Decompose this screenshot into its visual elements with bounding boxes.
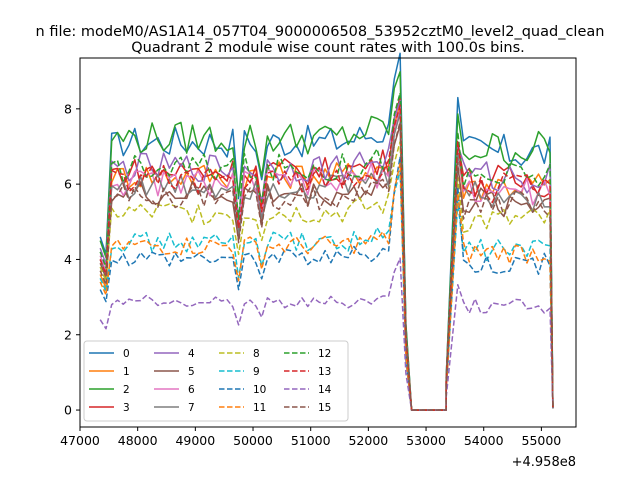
- series-line-10: [99, 155, 554, 411]
- legend-label-7: 7: [188, 402, 195, 414]
- y-tick-label: 6: [64, 177, 72, 192]
- series-line-14: [99, 257, 554, 411]
- legend-label-14: 14: [318, 384, 332, 396]
- legend-box: [83, 340, 349, 422]
- y-tick-label: 2: [64, 327, 72, 342]
- series-line-15: [99, 121, 554, 411]
- series-line-2: [99, 71, 554, 411]
- legend-label-10: 10: [253, 384, 266, 396]
- x-tick-label: 53000: [406, 433, 446, 448]
- chart-title: Quadrant 2 module wise count rates with …: [131, 40, 525, 56]
- legend-label-13: 13: [318, 366, 331, 378]
- legend-label-6: 6: [188, 384, 195, 396]
- x-tick-label: 50000: [233, 433, 273, 448]
- y-tick-label: 8: [64, 101, 72, 116]
- x-tick-label: 49000: [175, 433, 215, 448]
- x-tick-label: 47000: [60, 433, 100, 448]
- legend-label-12: 12: [318, 348, 331, 360]
- x-axis: 47000 48000 49000 50000 51000 52000 53000 54000…: [60, 427, 561, 448]
- legend-label-4: 4: [188, 348, 195, 360]
- series-line-12: [99, 92, 554, 411]
- plot-frame: [79, 57, 577, 428]
- series-line-4: [99, 99, 554, 411]
- series-line-0: [99, 52, 554, 411]
- legend-label-3: 3: [123, 402, 130, 414]
- legend-label-0: 0: [123, 348, 130, 360]
- legend-label-8: 8: [253, 348, 260, 360]
- legend-label-1: 1: [123, 366, 130, 378]
- series-line-11: [99, 162, 554, 411]
- series-line-9: [99, 169, 554, 411]
- series-layer: [99, 52, 554, 411]
- y-tick-label: 4: [64, 252, 72, 267]
- series-line-13: [99, 104, 554, 411]
- x-tick-label: 51000: [291, 433, 331, 448]
- series-line-8: [99, 141, 554, 411]
- y-tick-label: 0: [64, 403, 72, 418]
- legend-label-9: 9: [253, 366, 260, 378]
- x-tick-label: 52000: [348, 433, 388, 448]
- figure-suptitle: n file: modeM0/AS1A14_057T04_9000006508_…: [36, 24, 605, 40]
- series-line-6: [99, 108, 554, 411]
- legend-label-11: 11: [253, 402, 266, 414]
- legend-label-15: 15: [318, 402, 331, 414]
- x-offset-label: +4.958e8: [512, 455, 576, 470]
- x-tick-label: 55000: [522, 433, 562, 448]
- x-tick-label: 54000: [464, 433, 504, 448]
- legend-label-5: 5: [188, 366, 195, 378]
- x-tick-label: 48000: [118, 433, 158, 448]
- legend-label-2: 2: [123, 384, 130, 396]
- y-axis: 0 2 4 6 8: [64, 101, 80, 418]
